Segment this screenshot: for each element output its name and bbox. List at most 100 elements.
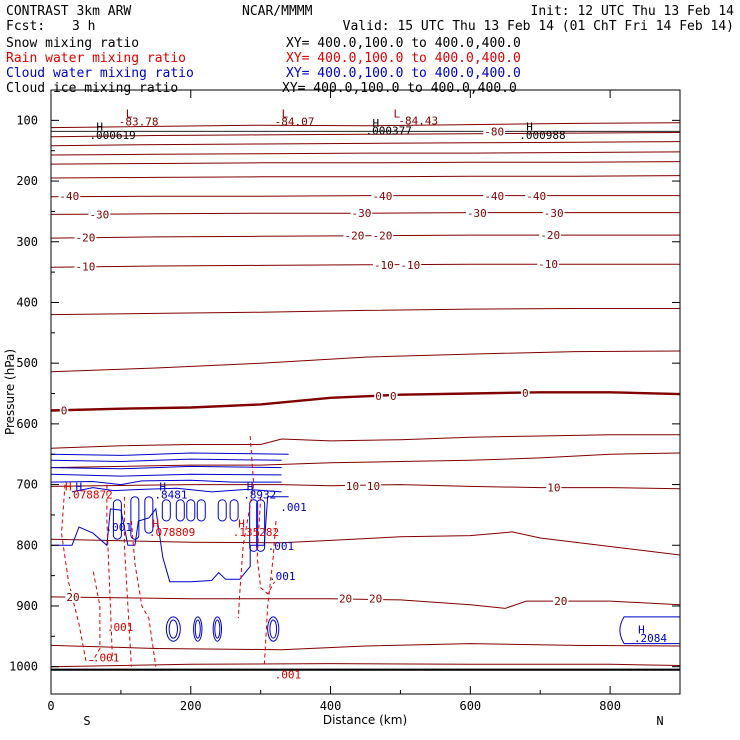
north-label: N [656, 714, 663, 728]
cloud-water-label: H [75, 480, 82, 493]
cloud-water-column [196, 499, 206, 522]
legend-name-cloud: Cloud water mixing ratio [6, 66, 194, 81]
rain-water-contours [60, 435, 277, 667]
temperature-label-bg [521, 386, 530, 399]
cloud-water-line [51, 452, 289, 456]
rain-water-line [106, 484, 113, 661]
x-tick-label: 600 [459, 699, 481, 713]
rain-water-label: .078809 [149, 526, 195, 539]
cloud-water-line [619, 616, 680, 645]
cloud-water-column [130, 496, 140, 540]
temperature-label: 10 [547, 482, 560, 495]
temperature-label-bg [337, 592, 354, 605]
temperature-label-bg [350, 207, 373, 220]
temperature-label: 20 [66, 591, 79, 604]
cloud-water-cell [165, 616, 181, 642]
chart-title: CONTRAST 3km ARW [6, 4, 131, 19]
temperature-label-bg [546, 481, 562, 494]
legend-name-ice: Cloud ice mixing ratio [6, 81, 178, 96]
temperature-label-bg [58, 190, 81, 203]
cloud-ice-label: .000988 [519, 129, 565, 142]
cloud-water-label: .001 [268, 540, 295, 553]
temperature-label: 0 [375, 390, 382, 403]
temperature-label: -40 [59, 190, 79, 203]
plot-area: -80-40 -40 -40 -40-30 -30 -30 -30-20 -20 -20 -20-… [9, 89, 681, 713]
temperature-line [51, 531, 680, 556]
temperature-line [51, 141, 680, 147]
cloud-water-line [51, 473, 282, 477]
temperature-line [51, 643, 680, 651]
y-tick-label: 300 [16, 235, 38, 249]
x-tick-label: 0 [47, 699, 54, 713]
x-axis-title: Distance (km) [323, 713, 407, 727]
rain-water-line [60, 484, 101, 662]
temperature-label: -40 [526, 190, 546, 203]
temperature-label-bg [344, 479, 361, 492]
temperature-label-bg [65, 590, 81, 603]
x-tick-label: 200 [180, 699, 202, 713]
y-axis-title: Pressure (hPa) [3, 349, 17, 435]
rain-water-line [256, 496, 276, 595]
cloud-water-column [175, 499, 185, 522]
cloud-water-line [51, 465, 282, 470]
temperature-label-bg [483, 190, 506, 203]
temperature-label: -10 [374, 259, 394, 272]
cloud-water-label: .8481 [154, 488, 187, 501]
temperature-label: -10 [538, 258, 558, 271]
rain-water-label: .001 [275, 669, 302, 682]
legend-name-rain: Rain water mixing ratio [6, 51, 186, 66]
temperature-label: 20 [554, 595, 567, 608]
temperature-label: -20 [540, 229, 560, 242]
rain-water-label: H [152, 517, 159, 530]
rain-water-label: H [238, 517, 245, 530]
temperature-line [51, 452, 680, 469]
temperature-label-bg [74, 260, 97, 273]
y-tick-label: 400 [16, 295, 38, 309]
temperature-label-bg [388, 389, 398, 402]
temperature-label-bg [539, 229, 562, 242]
cloud-water-line [71, 487, 282, 493]
cloud-ice-label: .000377 [366, 125, 412, 138]
cloud-ice-label: .000619 [89, 129, 135, 142]
init-time: Init: 12 UTC Thu 13 Feb 14 [531, 4, 735, 19]
temperature-label: 20 [369, 593, 382, 606]
y-tick-label: 100 [16, 113, 38, 127]
contour-labels: -80-40 -40 -40 -40-30 -30 -30 -30-20 -20 -20 -20-… [58, 108, 667, 682]
temperature-line [51, 350, 680, 373]
cloud-water-column [112, 499, 122, 540]
temperature-line [51, 434, 680, 449]
temperature-label: -30 [352, 207, 372, 220]
rain-water-label: .001 [93, 652, 120, 665]
y-tick-label: 800 [16, 538, 38, 552]
y-tick-label: 200 [16, 174, 38, 188]
temperature-label-bg [483, 125, 506, 138]
cloud-water-column [144, 496, 154, 534]
cloud-water-column [229, 499, 239, 522]
temperature-line [51, 391, 680, 412]
temperature-label-bg [372, 258, 395, 271]
valid-time: Valid: 15 UTC Thu 13 Feb 14 (01 ChT Fri … [343, 19, 734, 34]
temperature-label: -30 [544, 207, 564, 220]
fcst-label: Fcst: [6, 19, 45, 34]
temperature-line [51, 132, 680, 138]
temperature-label: -40 [372, 190, 392, 203]
y-tick-label: 1000 [9, 660, 38, 674]
cloud-water-label: H [159, 480, 166, 493]
temperature-label-bg [525, 190, 548, 203]
cloud-water-label: .2084 [634, 632, 667, 645]
temperature-label-bg [553, 595, 569, 608]
cloud-water-label: .001 [280, 501, 307, 514]
y-tick-label: 600 [16, 417, 38, 431]
y-tick-label: 700 [16, 478, 38, 492]
snow-label: L [126, 108, 133, 121]
cloud-water-label: .001 [269, 570, 296, 583]
rain-water-line [130, 520, 157, 667]
temperature-label: -20 [75, 232, 95, 245]
temperature-label: 0 [522, 387, 529, 400]
temperature-line [51, 151, 680, 156]
cloud-water-label: H [247, 480, 254, 493]
rain-water-label: .078872 [66, 488, 112, 501]
snow-label: -83.78 [119, 116, 159, 129]
temperature-label-bg [343, 229, 366, 242]
